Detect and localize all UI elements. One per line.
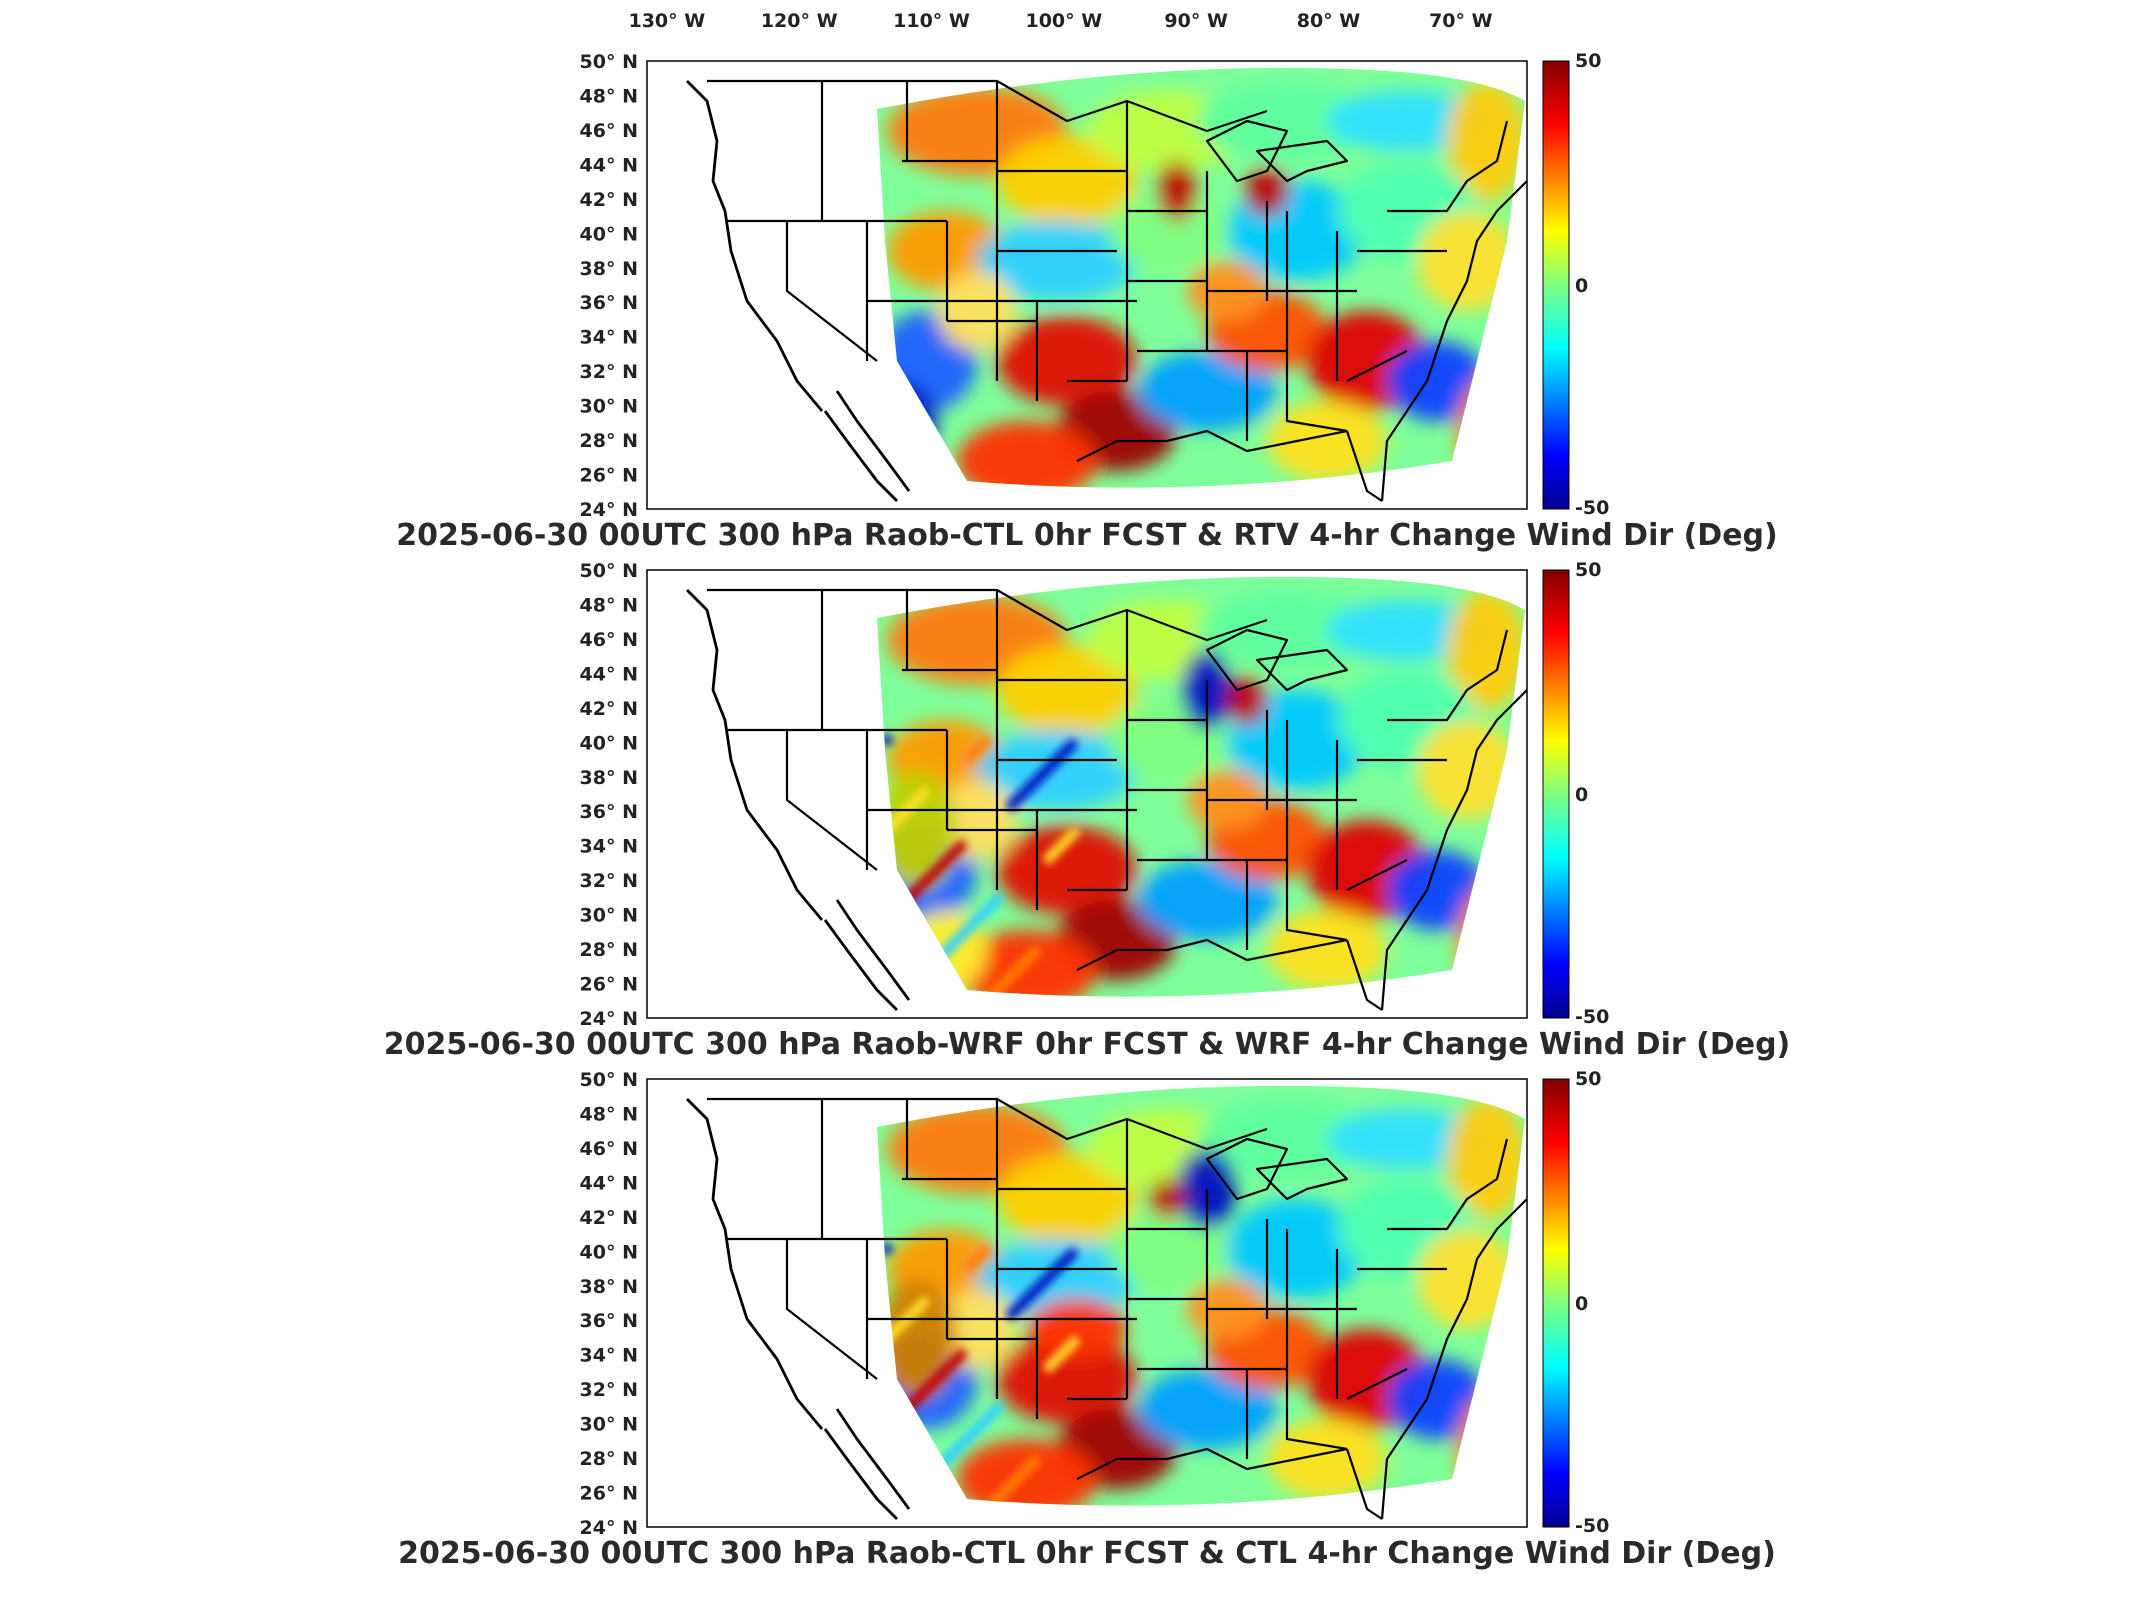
state-borders xyxy=(686,588,1528,1011)
latitude-labels: 50° N 48° N 46° N 44° N 42° N 40° N 38° N 36° N… xyxy=(580,1069,638,1539)
colorbar-max-label: 50 xyxy=(1575,559,1601,581)
latitude-label: 26° N xyxy=(580,974,638,996)
latitude-label: 30° N xyxy=(580,396,638,418)
latitude-label: 46° N xyxy=(580,120,638,142)
latitude-label: 24° N xyxy=(580,1517,638,1539)
longitude-label: 100° W xyxy=(1025,10,1102,32)
latitude-label: 40° N xyxy=(580,223,638,245)
latitude-label: 28° N xyxy=(580,939,638,961)
colorbar-min-label: -50 xyxy=(1575,497,1609,519)
latitude-label: 42° N xyxy=(580,698,638,720)
latitude-label: 46° N xyxy=(580,629,638,651)
colorbar-gradient xyxy=(1542,60,1570,510)
colorbar-mid-label: 0 xyxy=(1575,784,1588,806)
colorbar-max-label: 50 xyxy=(1575,1068,1601,1090)
latitude-label: 48° N xyxy=(580,594,638,616)
latitude-label: 48° N xyxy=(580,1103,638,1125)
map-frame xyxy=(646,60,1528,510)
latitude-label: 36° N xyxy=(580,801,638,823)
latitude-label: 50° N xyxy=(580,51,638,73)
panel-rtv: 50° N 48° N 46° N 44° N 42° N 40° N 38° N 36° N… xyxy=(396,50,1778,553)
latitude-labels: 50° N 48° N 46° N 44° N 42° N 40° N 38° N 36° N… xyxy=(580,51,638,521)
longitude-label: 90° W xyxy=(1164,10,1228,32)
state-borders xyxy=(686,79,1528,502)
latitude-label: 38° N xyxy=(580,1276,638,1298)
colorbar: 50 0 -50 xyxy=(1542,50,1609,519)
latitude-label: 30° N xyxy=(580,1414,638,1436)
latitude-label: 46° N xyxy=(580,1138,638,1160)
latitude-label: 28° N xyxy=(580,1448,638,1470)
latitude-label: 26° N xyxy=(580,1483,638,1505)
longitude-labels: 130° W 120° W 110° W 100° W 90° W 80° W 70° W xyxy=(628,10,1492,32)
colorbar: 50 0 -50 xyxy=(1542,1068,1609,1537)
latitude-label: 34° N xyxy=(580,836,638,858)
latitude-label: 32° N xyxy=(580,361,638,383)
panel-ctl: 50° N 48° N 46° N 44° N 42° N 40° N 38° N 36° N… xyxy=(398,1068,1776,1571)
state-borders xyxy=(686,1097,1528,1520)
latitude-label: 42° N xyxy=(580,189,638,211)
map-frame xyxy=(646,569,1528,1019)
latitude-label: 34° N xyxy=(580,1345,638,1367)
latitude-label: 30° N xyxy=(580,905,638,927)
latitude-label: 44° N xyxy=(580,663,638,685)
latitude-label: 26° N xyxy=(580,465,638,487)
latitude-label: 28° N xyxy=(580,430,638,452)
longitude-label: 70° W xyxy=(1429,10,1493,32)
longitude-label: 130° W xyxy=(628,10,705,32)
panel-title: 2025-06-30 00UTC 300 hPa Raob-WRF 0hr FC… xyxy=(384,1027,1791,1062)
latitude-label: 32° N xyxy=(580,870,638,892)
colorbar-gradient xyxy=(1542,1078,1570,1528)
latitude-label: 38° N xyxy=(580,767,638,789)
latitude-label: 44° N xyxy=(580,1172,638,1194)
panel-title: 2025-06-30 00UTC 300 hPa Raob-CTL 0hr FC… xyxy=(398,1536,1776,1571)
longitude-label: 120° W xyxy=(761,10,838,32)
latitude-label: 36° N xyxy=(580,292,638,314)
colorbar: 50 0 -50 xyxy=(1542,559,1609,1028)
latitude-label: 38° N xyxy=(580,258,638,280)
colorbar-mid-label: 0 xyxy=(1575,275,1588,297)
latitude-label: 42° N xyxy=(580,1207,638,1229)
colorbar-mid-label: 0 xyxy=(1575,1293,1588,1315)
latitude-label: 34° N xyxy=(580,327,638,349)
colorbar-gradient xyxy=(1542,569,1570,1019)
latitude-label: 40° N xyxy=(580,1241,638,1263)
longitude-label: 110° W xyxy=(893,10,970,32)
panel-title: 2025-06-30 00UTC 300 hPa Raob-CTL 0hr FC… xyxy=(396,518,1778,553)
panel-wrf: 50° N 48° N 46° N 44° N 42° N 40° N 38° N 36° N… xyxy=(384,559,1791,1062)
colorbar-min-label: -50 xyxy=(1575,1006,1609,1028)
latitude-labels: 50° N 48° N 46° N 44° N 42° N 40° N 38° N 36° N… xyxy=(580,560,638,1030)
map-panels: 50° N 48° N 46° N 44° N 42° N 40° N 38° N 36° N… xyxy=(384,50,1791,1571)
latitude-label: 48° N xyxy=(580,85,638,107)
latitude-label: 44° N xyxy=(580,154,638,176)
map-frame xyxy=(646,1078,1528,1528)
latitude-label: 24° N xyxy=(580,499,638,521)
colorbar-max-label: 50 xyxy=(1575,50,1601,72)
latitude-label: 50° N xyxy=(580,1069,638,1091)
latitude-label: 32° N xyxy=(580,1379,638,1401)
colorbar-min-label: -50 xyxy=(1575,1515,1609,1537)
latitude-label: 50° N xyxy=(580,560,638,582)
latitude-label: 24° N xyxy=(580,1008,638,1030)
latitude-label: 36° N xyxy=(580,1310,638,1332)
latitude-label: 40° N xyxy=(580,732,638,754)
longitude-label: 80° W xyxy=(1297,10,1361,32)
